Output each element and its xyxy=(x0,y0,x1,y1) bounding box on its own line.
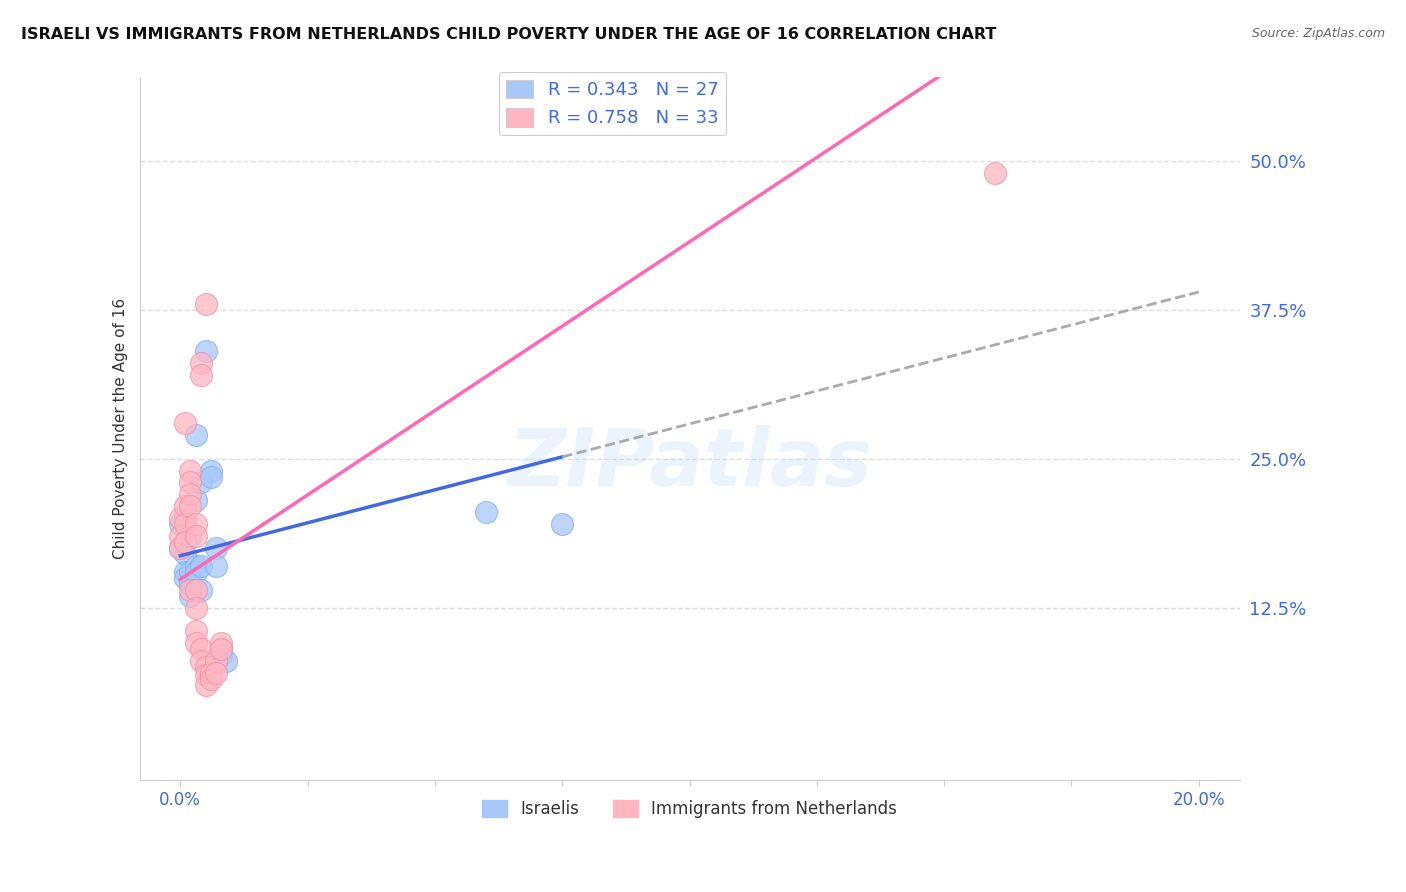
Point xyxy=(475,505,498,519)
Point xyxy=(200,469,222,483)
Point xyxy=(184,517,207,532)
Point xyxy=(205,654,228,668)
Point xyxy=(169,541,191,555)
Point xyxy=(190,558,212,573)
Text: ISRAELI VS IMMIGRANTS FROM NETHERLANDS CHILD POVERTY UNDER THE AGE OF 16 CORRELA: ISRAELI VS IMMIGRANTS FROM NETHERLANDS C… xyxy=(21,27,997,42)
Point xyxy=(205,541,228,555)
Point xyxy=(205,558,228,573)
Text: ZIPatlas: ZIPatlas xyxy=(508,425,872,503)
Point xyxy=(179,500,201,514)
Point xyxy=(194,297,217,311)
Point xyxy=(184,529,207,543)
Text: Source: ZipAtlas.com: Source: ZipAtlas.com xyxy=(1251,27,1385,40)
Point xyxy=(184,565,207,579)
Point xyxy=(179,565,201,579)
Point xyxy=(179,464,201,478)
Point xyxy=(179,487,201,501)
Point xyxy=(179,475,201,490)
Point xyxy=(184,582,207,597)
Point xyxy=(169,529,191,543)
Point xyxy=(209,636,232,650)
Point xyxy=(190,475,212,490)
Point xyxy=(184,427,207,442)
Point xyxy=(169,511,191,525)
Legend: Israelis, Immigrants from Netherlands: Israelis, Immigrants from Netherlands xyxy=(475,793,904,825)
Point xyxy=(169,541,191,555)
Point xyxy=(174,416,197,430)
Point xyxy=(190,368,212,383)
Point xyxy=(174,511,197,525)
Point xyxy=(174,517,197,532)
Point xyxy=(194,344,217,359)
Point xyxy=(190,356,212,370)
Point xyxy=(169,517,191,532)
Point xyxy=(194,660,217,674)
Point xyxy=(194,668,217,682)
Point xyxy=(190,582,212,597)
Point xyxy=(209,648,232,663)
Point xyxy=(174,547,197,561)
Point xyxy=(184,636,207,650)
Point xyxy=(179,529,201,543)
Point xyxy=(215,654,238,668)
Point xyxy=(184,600,207,615)
Point xyxy=(209,642,232,657)
Point xyxy=(551,517,574,532)
Point xyxy=(184,493,207,508)
Point xyxy=(179,589,201,603)
Y-axis label: Child Poverty Under the Age of 16: Child Poverty Under the Age of 16 xyxy=(114,298,128,559)
Point xyxy=(179,576,201,591)
Point xyxy=(174,535,197,549)
Point xyxy=(209,642,232,657)
Point xyxy=(174,500,197,514)
Point xyxy=(190,654,212,668)
Point xyxy=(200,464,222,478)
Point xyxy=(194,678,217,692)
Point xyxy=(205,666,228,681)
Point xyxy=(174,571,197,585)
Point xyxy=(184,558,207,573)
Point xyxy=(200,672,222,686)
Point xyxy=(200,666,222,681)
Point xyxy=(984,166,1007,180)
Point xyxy=(184,624,207,639)
Point xyxy=(190,642,212,657)
Point xyxy=(174,565,197,579)
Point xyxy=(179,582,201,597)
